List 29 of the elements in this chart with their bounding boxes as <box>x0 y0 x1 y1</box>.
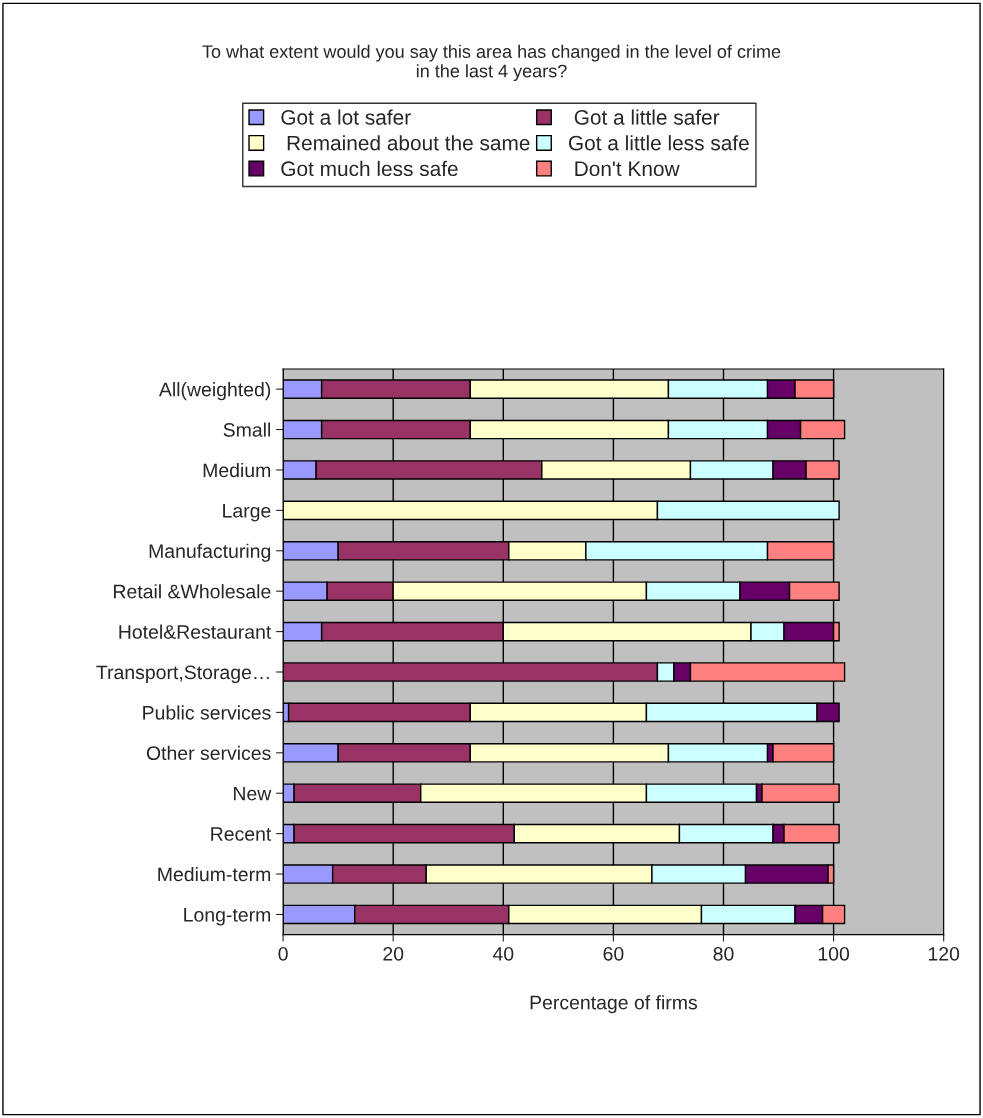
x-axis-title: Percentage of firms <box>530 995 697 1014</box>
x-tick-label: 60 <box>603 946 624 961</box>
x-tick-label: 0 <box>278 946 288 961</box>
y-tick-label: Other services <box>146 745 271 761</box>
y-tick-label: Medium <box>203 462 271 478</box>
legend-label: Got a little safer <box>574 109 720 125</box>
y-tick-label: Public services <box>143 705 271 720</box>
y-tick-label: Recent <box>211 827 272 841</box>
x-tick-label: 40 <box>492 946 514 961</box>
y-tick-label: Medium-term <box>158 866 271 882</box>
y-tick-label: New <box>234 786 272 801</box>
y-tick-label: Large <box>223 504 271 522</box>
y-tick-label: Retail &Wholesale <box>114 584 271 599</box>
y-tick-label: Long-term <box>184 908 271 926</box>
legend-label: Don't Know <box>575 161 680 177</box>
x-tick-label: 120 <box>928 946 960 961</box>
x-tick-label: 20 <box>383 946 404 961</box>
x-tick-label: 80 <box>713 946 734 961</box>
y-tick-label: Transport,Storage… <box>96 665 269 684</box>
y-tick-label: All(weighted) <box>158 382 271 401</box>
legend-label: Got a little less safe <box>568 135 749 151</box>
y-tick-label: Small <box>223 422 270 437</box>
y-tick-label: Manufacturing <box>149 543 271 562</box>
chart-title: To what extent would you say this area has changed in the level of crime in the last 4 years? <box>202 44 781 81</box>
legend-label: Got a lot safer <box>281 109 411 125</box>
legend-label: Remained about the same <box>287 135 530 151</box>
x-tick-label: 100 <box>818 946 850 961</box>
legend-label: Got much less safe <box>281 160 458 177</box>
y-tick-label: Hotel&Restaurant <box>119 624 272 639</box>
